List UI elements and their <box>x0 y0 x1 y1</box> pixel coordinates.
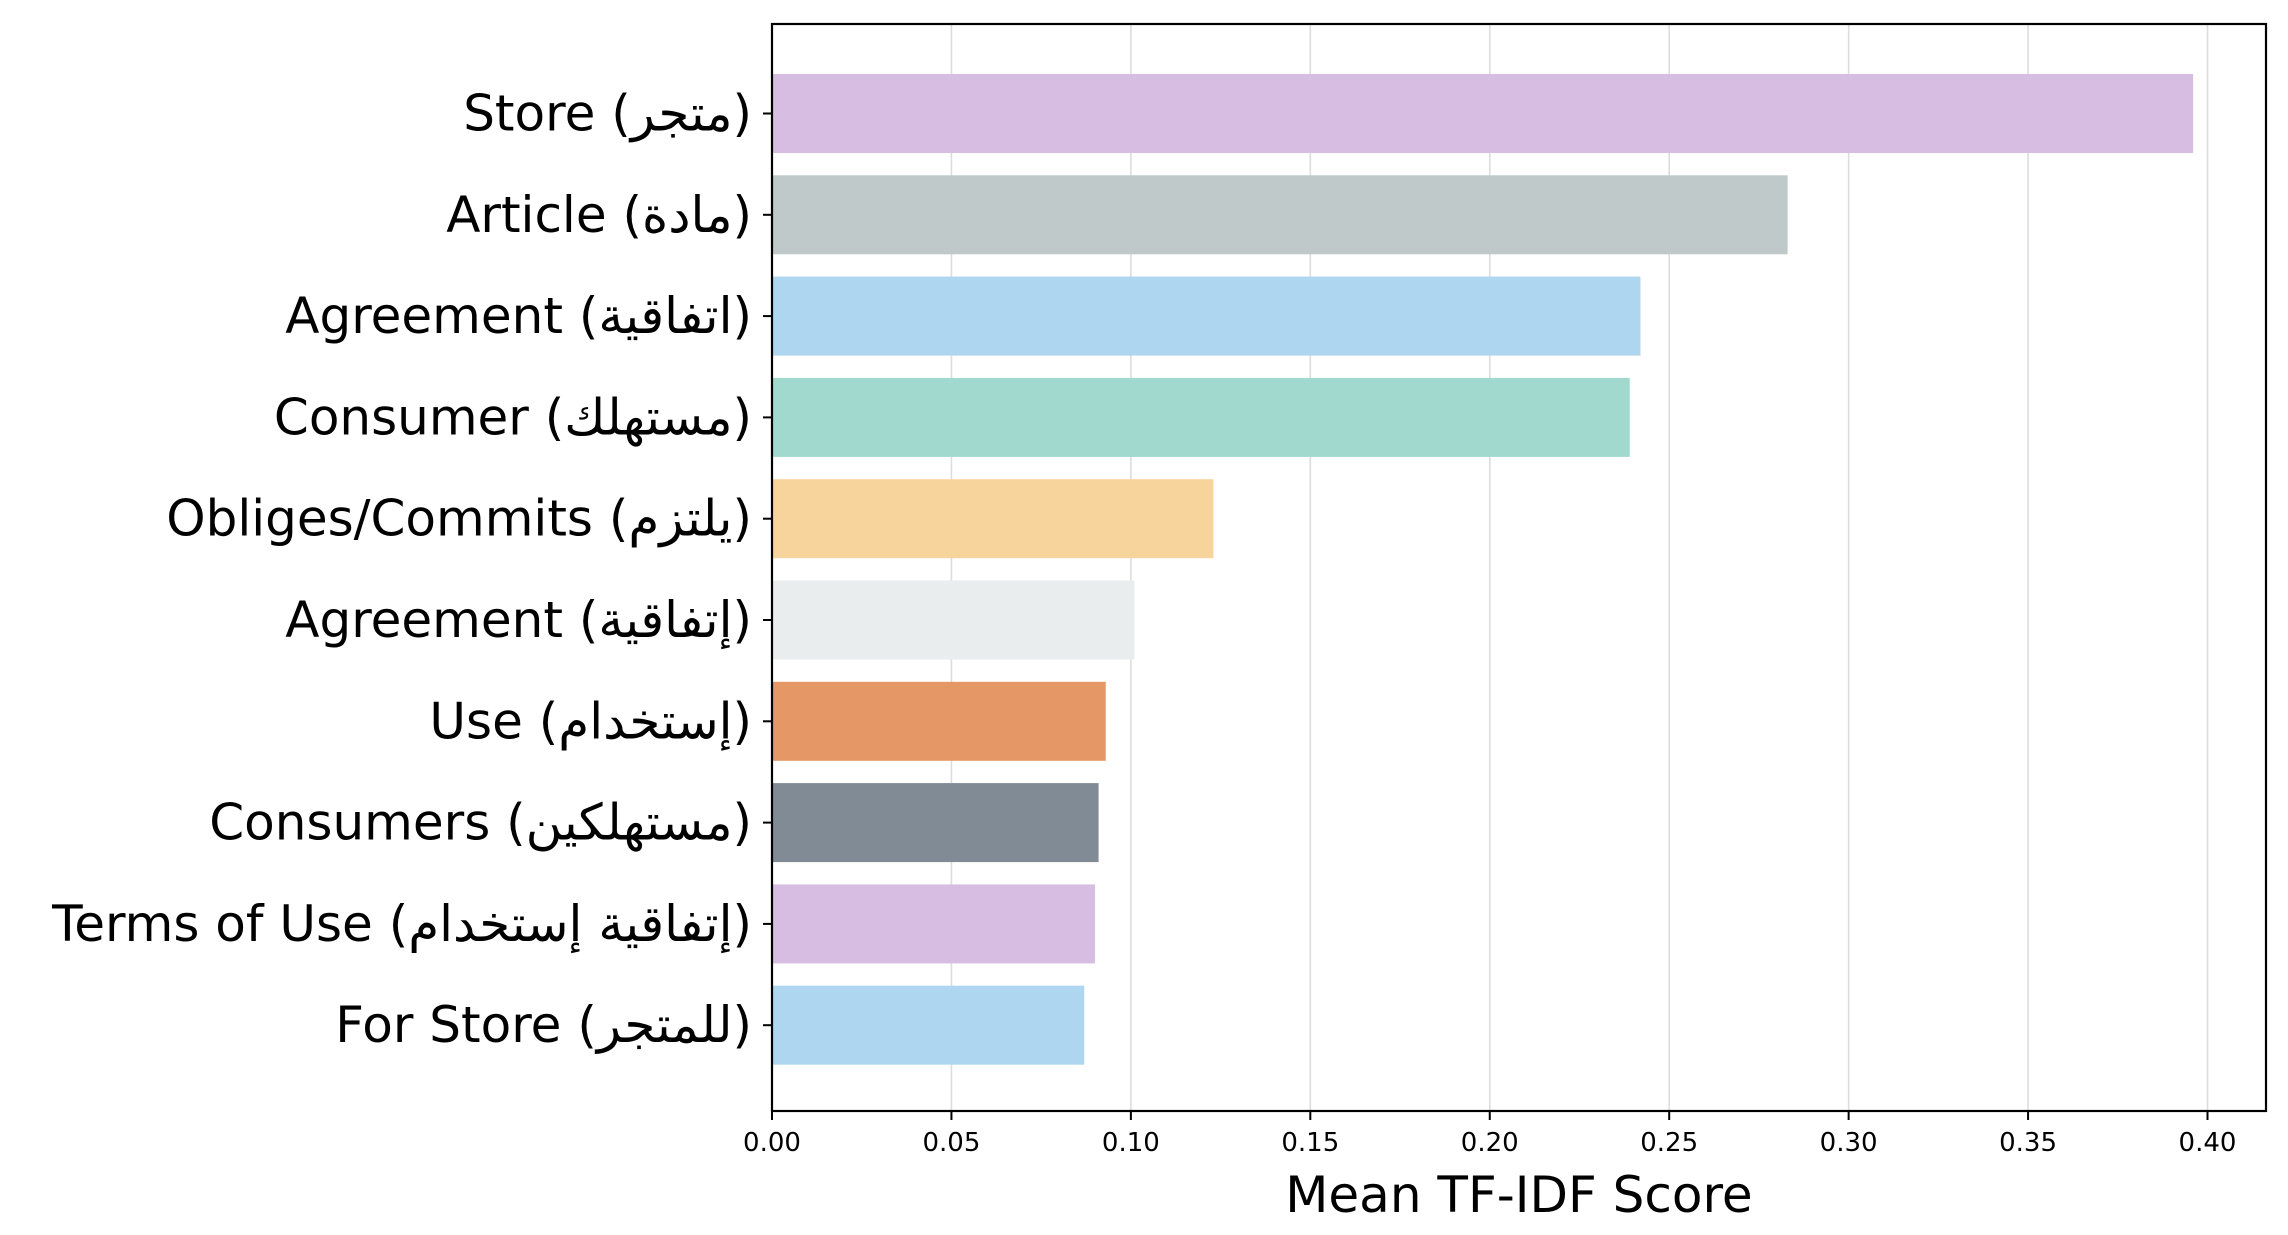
category-label: Store (متجر) <box>463 85 752 143</box>
x-tick-label: 0.15 <box>1281 1128 1339 1158</box>
bar <box>772 783 1099 863</box>
bar <box>772 175 1788 255</box>
category-label: Terms of Use (إتفاقية إستخدام) <box>51 895 752 954</box>
x-tick-label: 0.35 <box>1999 1128 2057 1158</box>
category-label: Consumer (مستهلك) <box>274 388 752 447</box>
x-tick-label: 0.00 <box>743 1128 801 1158</box>
x-tick-label: 0.05 <box>922 1128 980 1158</box>
x-tick-label: 0.10 <box>1102 1128 1160 1158</box>
plot-frame <box>770 22 2268 1113</box>
x-tick-label: 0.40 <box>2179 1128 2237 1158</box>
bar <box>772 985 1085 1065</box>
x-tick-label: 0.20 <box>1461 1128 1519 1158</box>
category-label: Obliges/Commits (يلتزم) <box>166 490 752 548</box>
bars <box>772 74 2194 1065</box>
x-tick-label: 0.25 <box>1640 1128 1698 1158</box>
x-tick-label: 0.30 <box>1820 1128 1878 1158</box>
category-label: Consumers (مستهلكين) <box>209 794 752 853</box>
x-axis-title: Mean TF-IDF Score <box>1285 1166 1752 1224</box>
category-label: Article (مادة) <box>446 186 752 244</box>
bar <box>772 580 1135 660</box>
bar <box>772 377 1630 457</box>
category-label: For Store (للمتجر) <box>335 996 752 1054</box>
y-axis-category-labels: Store (متجر) Article (مادة) Agreement (اتف… <box>51 85 772 1054</box>
bar <box>772 479 1214 559</box>
bar <box>772 276 1641 356</box>
category-label: Agreement (إتفاقية) <box>285 591 752 650</box>
category-label: Agreement (اتفاقية) <box>285 287 752 345</box>
bar <box>772 681 1106 761</box>
bar <box>772 884 1095 964</box>
bar <box>772 74 2194 153</box>
x-axis-ticks: 0.00 0.05 0.10 0.15 0.20 0.25 0.30 0.35 0.40 <box>743 1111 2236 1158</box>
category-label: Use (إستخدام) <box>429 692 752 751</box>
